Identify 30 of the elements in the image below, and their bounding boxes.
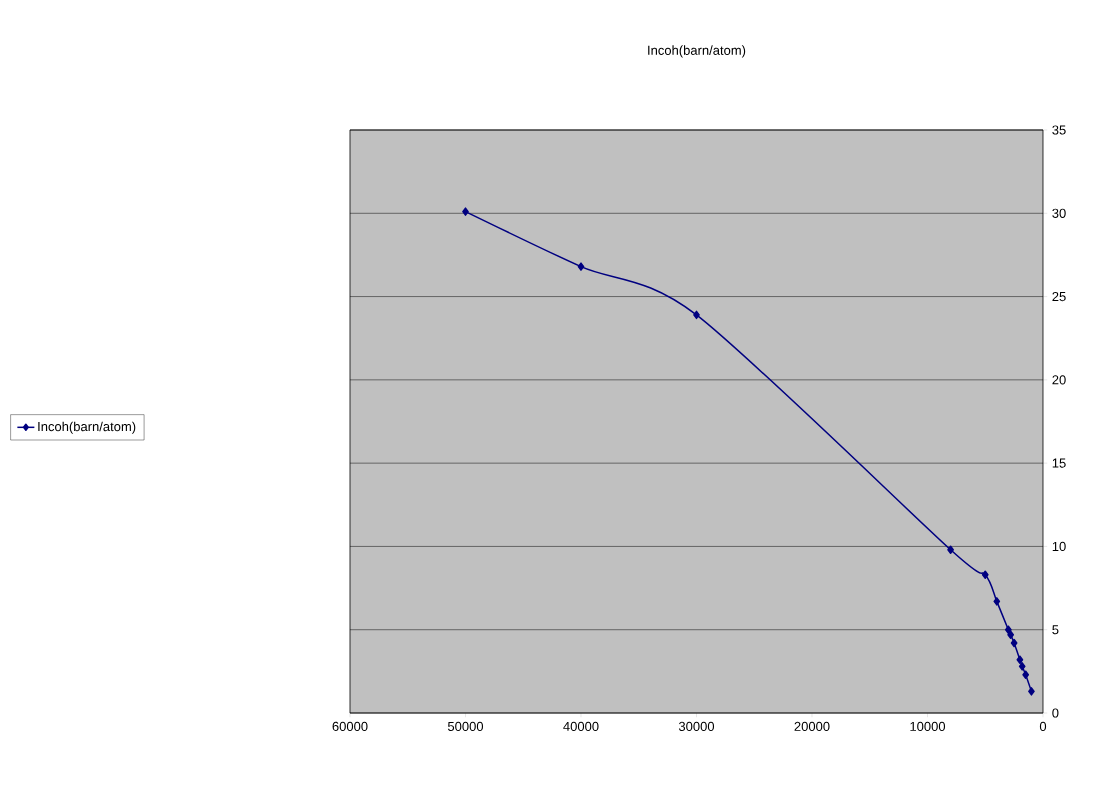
point [462,207,469,216]
point [947,545,954,555]
x-tick-label: 0 [1039,721,1047,731]
y-tick-label: 35 [1052,125,1066,135]
point [1028,687,1035,696]
point [1004,625,1012,634]
point [981,570,989,579]
point [1018,662,1026,671]
x-tick-label: 30000 [678,721,715,731]
point [577,262,585,271]
y-tick-label: 20 [1052,375,1066,385]
x-tick-label: 50000 [447,721,484,731]
y-tick-label: 15 [1052,458,1066,468]
point [1007,630,1015,639]
x-tick-label: 60000 [332,721,368,731]
y-tick-label: 25 [1052,291,1066,302]
x-tick-label: 10000 [910,721,946,731]
point [693,310,700,320]
y-tick-label: 10 [1052,541,1066,552]
y-tick-label: 30 [1052,208,1066,218]
point [1016,655,1024,664]
x-tick-label: 40000 [563,721,599,731]
chart-title: Incoh(barn/atom) [648,45,746,58]
x-tick-label: 20000 [794,721,830,731]
y-tick-label: 0 [1052,708,1059,718]
y-tick-label: 5 [1052,625,1059,635]
point [1022,670,1030,679]
point [1010,638,1018,648]
point [993,597,1001,606]
legend-label: Incoh(barn/atom) [38,421,136,434]
